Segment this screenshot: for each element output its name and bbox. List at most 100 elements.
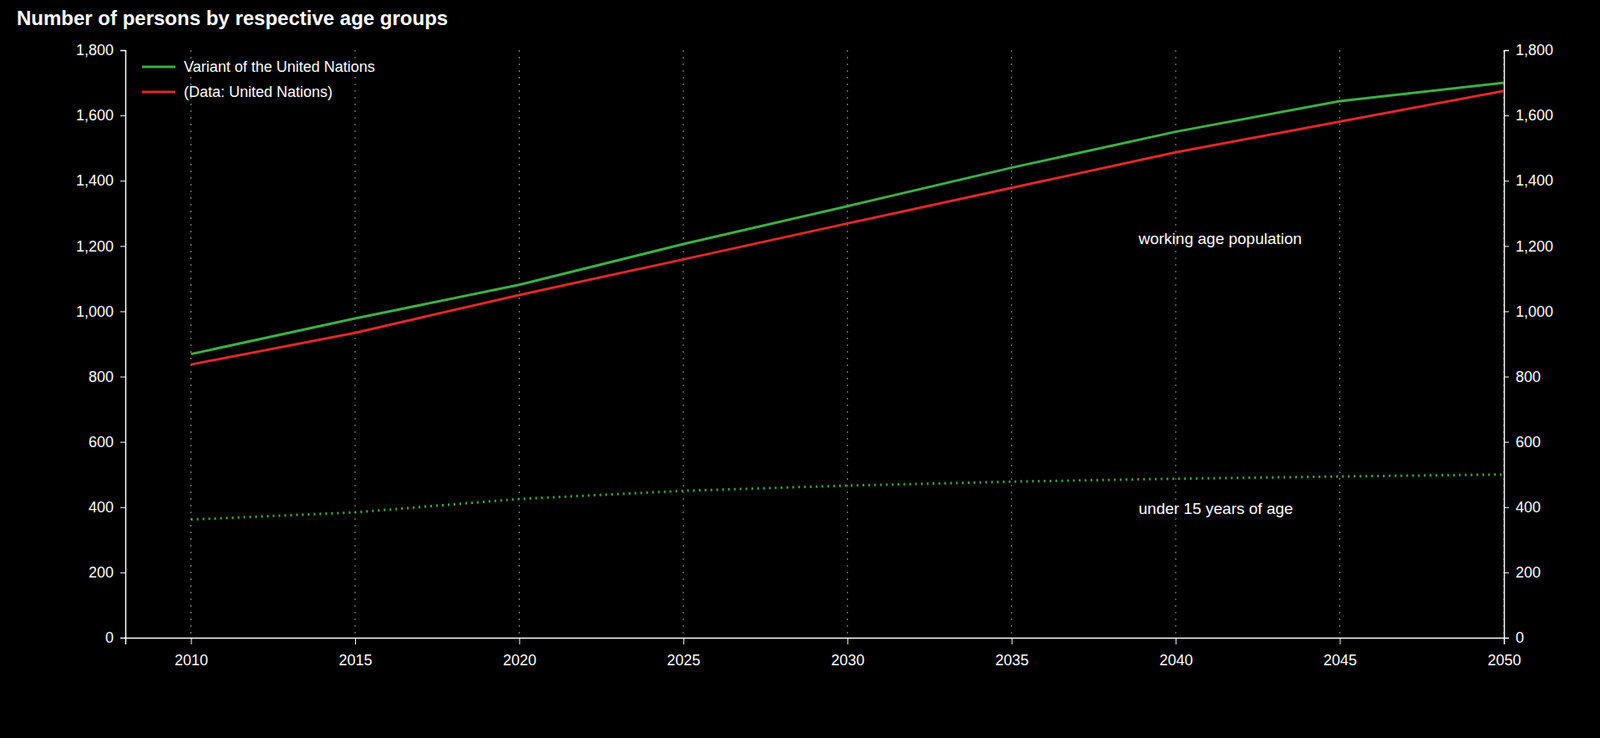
tick-label: 1,400 — [1515, 172, 1554, 189]
tick: 400 — [88, 498, 126, 516]
tick: 800 — [1503, 368, 1541, 386]
series-line — [191, 82, 1504, 355]
title: Number of persons by respective age grou… — [16, 6, 448, 30]
tick-mark — [120, 376, 126, 378]
tick: 600 — [1503, 433, 1541, 451]
tick-mark — [1503, 572, 1509, 574]
tick-mark — [120, 637, 126, 639]
tick-label: 400 — [88, 498, 114, 516]
tick: 1,200 — [76, 238, 126, 255]
annotation: working age population — [1137, 229, 1302, 248]
tick: 2030 — [831, 637, 865, 669]
grid-line — [1339, 50, 1341, 638]
tick-mark — [1503, 637, 1509, 639]
axis-line — [126, 638, 1505, 646]
tick: 1,600 — [1503, 106, 1554, 124]
tick-label: 2010 — [174, 651, 209, 669]
tick-mark — [1503, 376, 1509, 378]
tick: 2010 — [174, 637, 209, 669]
tick-label: 0 — [105, 629, 114, 646]
tick: 1,800 — [1503, 41, 1554, 59]
tick: 1,000 — [1503, 303, 1554, 320]
tick-label: 200 — [1515, 563, 1541, 581]
tick-label: 1,000 — [1515, 303, 1554, 320]
series-label: under 15 years of age — [1138, 499, 1294, 518]
tick: 400 — [1503, 498, 1541, 516]
tick-label: 1,000 — [76, 303, 114, 320]
tick-label: 800 — [1515, 368, 1541, 386]
tick: 1,400 — [76, 172, 126, 189]
legend-swatch — [142, 66, 176, 69]
tick-mark — [120, 310, 126, 312]
tick: 600 — [88, 433, 126, 451]
tick-mark — [683, 637, 685, 645]
tick-label: 2040 — [1159, 651, 1194, 669]
tick-label: 1,600 — [76, 106, 114, 124]
tick: 2040 — [1159, 637, 1194, 669]
tick-mark — [1011, 637, 1013, 645]
tick-mark — [120, 180, 126, 182]
tick-label: 1,600 — [1515, 106, 1554, 124]
tick-mark — [1503, 441, 1509, 443]
grid-line — [518, 50, 520, 638]
tick: 1,000 — [76, 303, 126, 320]
tick-mark — [1503, 180, 1509, 182]
tick-label: 1,200 — [1515, 238, 1554, 255]
tick-mark — [120, 507, 126, 508]
grid-line — [355, 50, 356, 638]
lines — [191, 82, 1504, 520]
grid — [191, 50, 1504, 638]
tick-mark — [1503, 507, 1509, 508]
tick: 2045 — [1323, 637, 1357, 669]
tick-label: 600 — [1515, 433, 1541, 451]
tick-label: 2045 — [1323, 651, 1357, 669]
tick-label: 800 — [88, 368, 114, 386]
legend-swatch — [142, 91, 176, 94]
grid-line — [682, 50, 684, 638]
tick-mark — [1503, 50, 1509, 51]
tick: 1,800 — [76, 41, 126, 59]
tick-mark — [1503, 310, 1509, 312]
tick-label: 2030 — [831, 651, 865, 669]
tick-label: 2015 — [338, 651, 372, 669]
tick-mark — [1175, 637, 1177, 645]
axis-line — [120, 50, 127, 639]
grid-line — [190, 50, 192, 638]
grid-line — [847, 50, 849, 638]
tick: 2015 — [338, 637, 372, 669]
plot: 2010201520202025203020352040204520500200… — [76, 41, 1554, 669]
y-axis: 0 200 400 600 800 1,000 1,200 1,400 1,600 1,800 — [76, 41, 127, 646]
tick-mark — [120, 441, 126, 443]
tick-mark — [355, 637, 356, 645]
series-line — [191, 474, 1504, 520]
legend: Variant of the United Nations (Data: Unit… — [142, 58, 376, 101]
tick: 2025 — [666, 637, 701, 669]
legend-label: (Data: United Nations) — [183, 83, 333, 101]
tick-label: 2025 — [666, 651, 701, 669]
tick: 2020 — [502, 637, 537, 669]
legend-label: Variant of the United Nations — [183, 58, 376, 76]
tick-label: 1,400 — [76, 172, 114, 189]
tick-label: 2050 — [1487, 651, 1521, 669]
y2-axis: 0 200 400 600 800 1,000 1,200 1,400 1,600 1,800 — [1503, 41, 1554, 646]
tick: 1,600 — [76, 106, 126, 124]
tick: 0 — [105, 629, 126, 646]
annotations: working age population under 15 years of … — [1137, 229, 1302, 518]
tick-mark — [847, 637, 849, 645]
x-axis: 201020152020202520302035204020452050 — [126, 637, 1522, 669]
series-line — [191, 91, 1504, 365]
tick: 1,400 — [1503, 172, 1554, 189]
tick-mark — [120, 572, 126, 574]
tick-mark — [1503, 115, 1509, 117]
tick-label: 0 — [1515, 629, 1524, 646]
tick: 800 — [88, 368, 126, 386]
tick-label: 2020 — [502, 651, 537, 669]
tick-label: 200 — [88, 563, 114, 581]
tick-label: 1,800 — [1515, 41, 1554, 59]
tick-mark — [518, 637, 520, 645]
tick-mark — [1503, 245, 1509, 247]
tick-label: 400 — [1515, 498, 1541, 516]
tick: 1,200 — [1503, 238, 1554, 255]
tick-label: 1,800 — [76, 41, 114, 59]
tick: 0 — [1503, 629, 1524, 646]
